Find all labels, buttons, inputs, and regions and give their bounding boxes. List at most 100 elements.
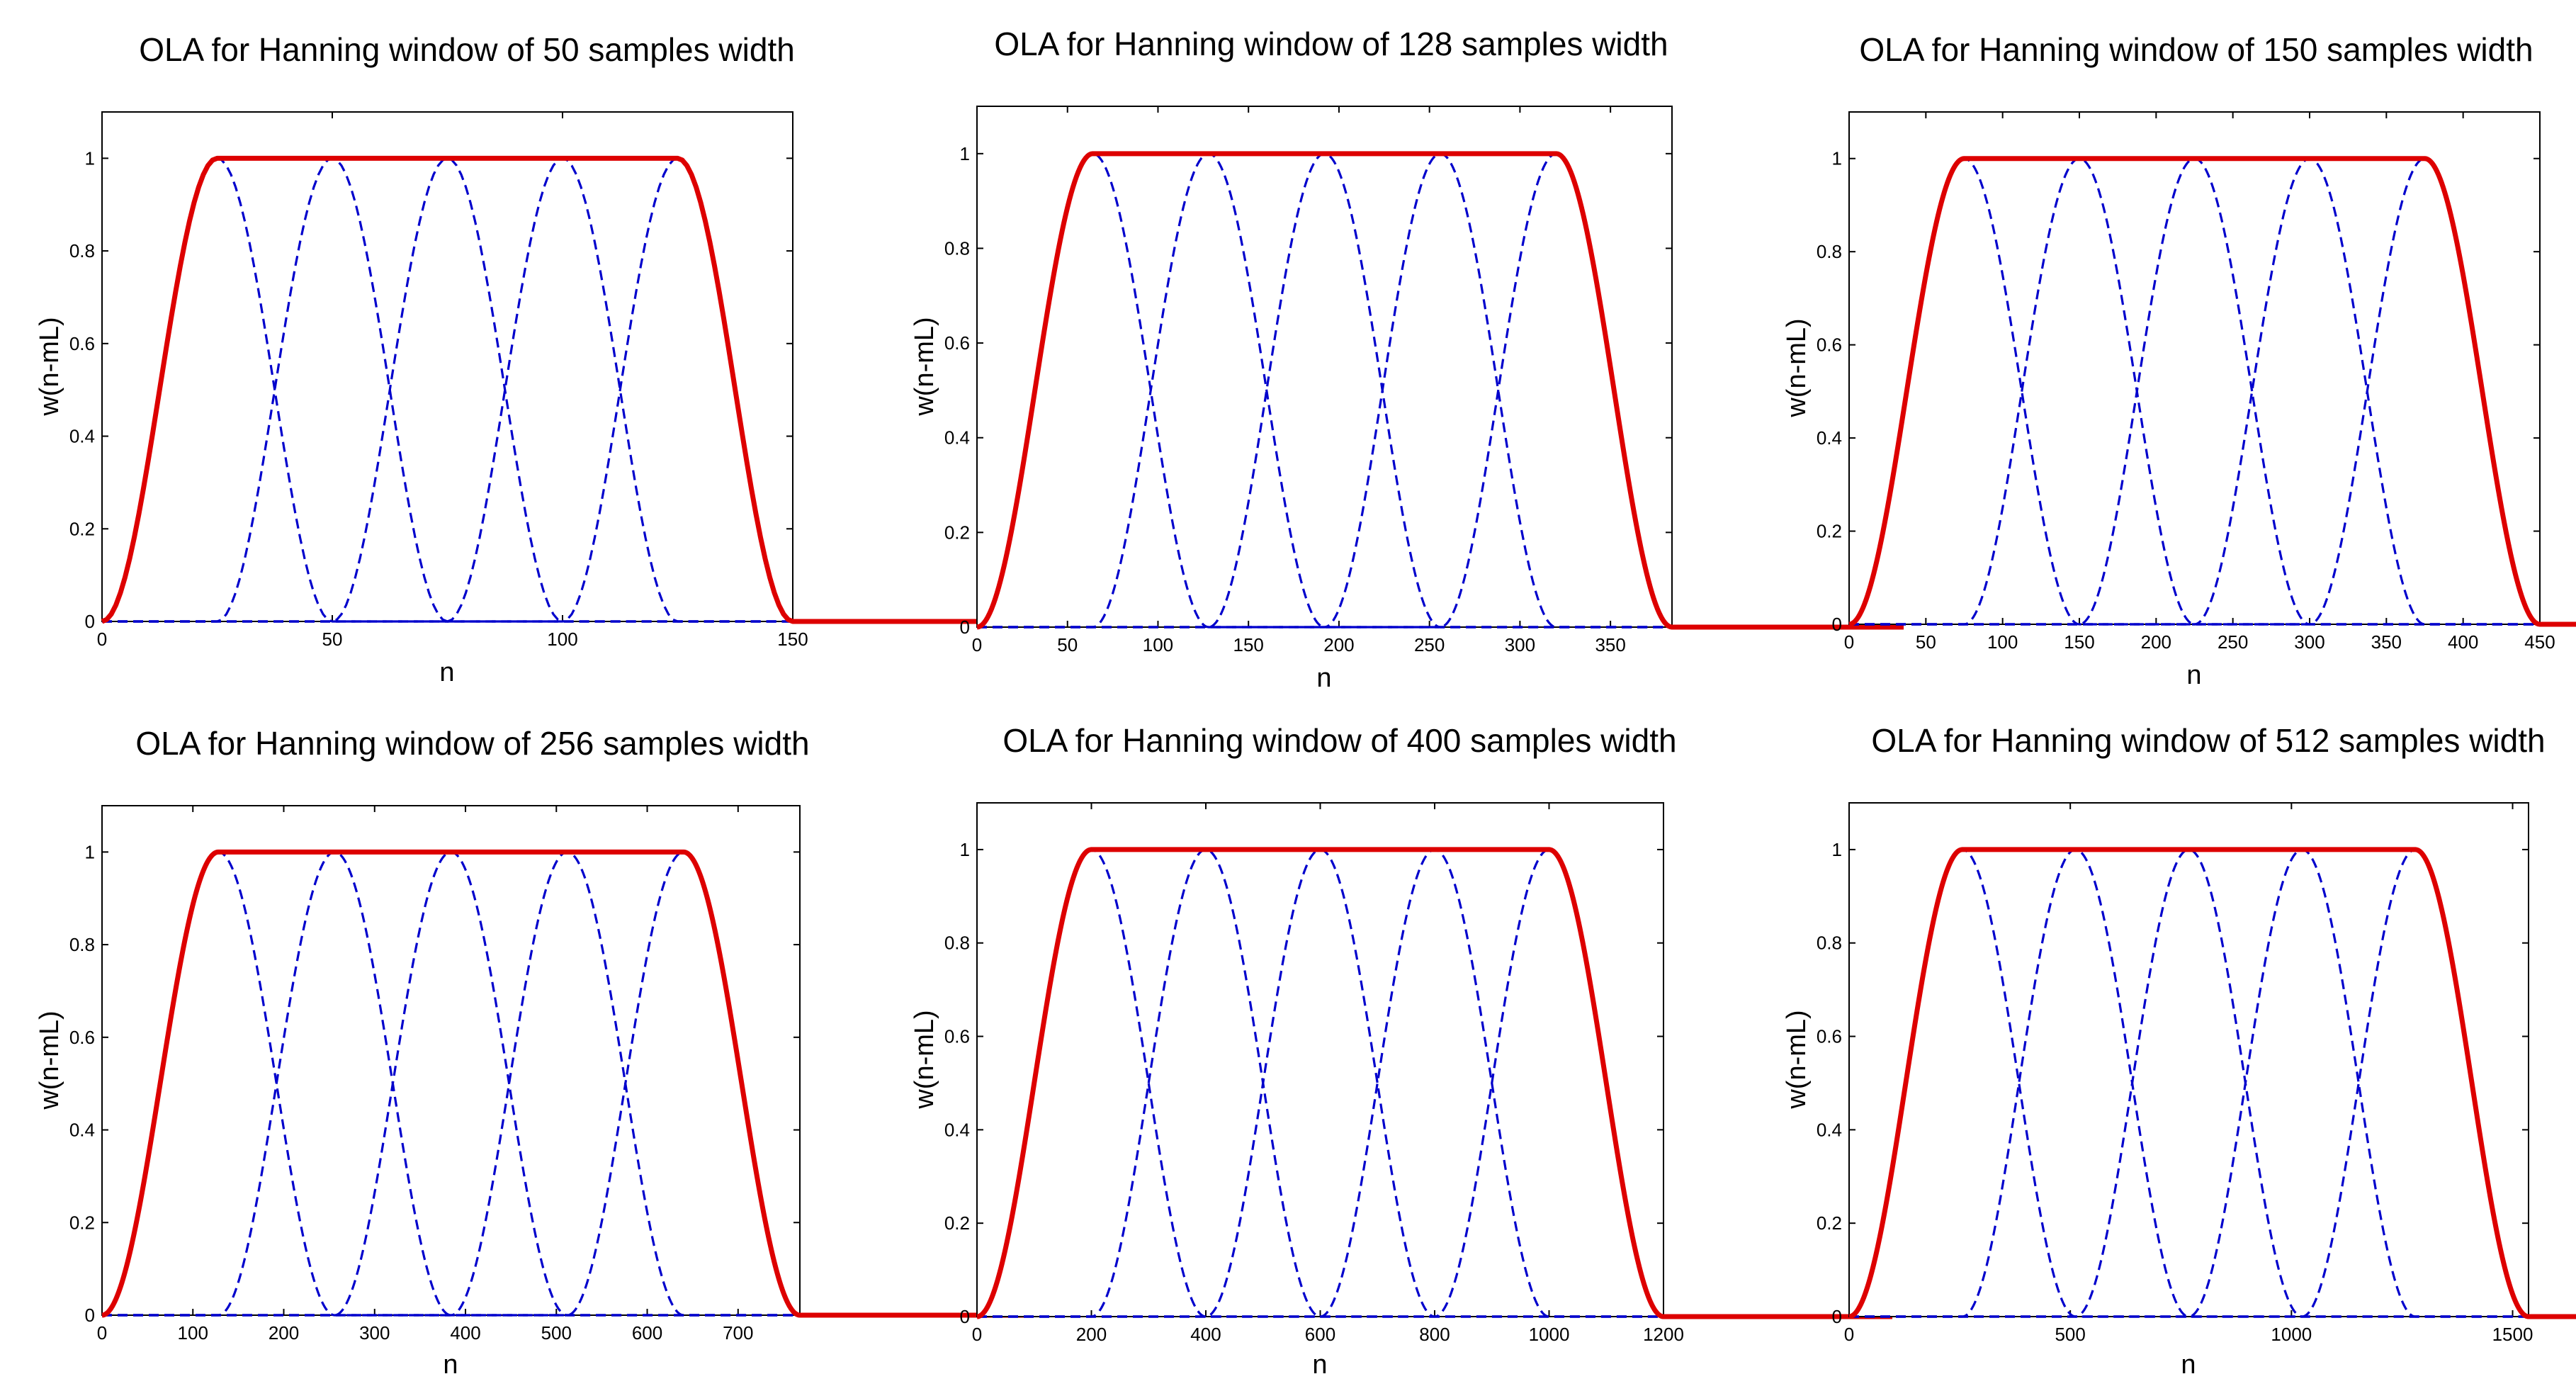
tick-layer: 0 50 100 150 200 250 300 350 0 0.2 0.4 0.6 0.8 1	[944, 106, 1672, 655]
x-axis-label: n	[2186, 660, 2201, 690]
tick-layer: 0 50 100 150 0 0.2 0.4 0.6 0.8 1	[69, 112, 808, 650]
x-tick-label: 0	[97, 1322, 107, 1344]
y-tick-label: 0.8	[1817, 241, 1842, 262]
x-tick-label: 500	[541, 1322, 572, 1344]
x-tick-label: 100	[1143, 634, 1173, 655]
x-axis-label: n	[1316, 663, 1331, 693]
tick-layer: 0 100 200 300 400 500 600 700 0 0.2 0.4 0.6 0.8 1	[69, 806, 800, 1344]
x-tick-label: 150	[777, 629, 808, 650]
curve-layer	[976, 847, 1894, 1319]
x-tick-label: 400	[1190, 1324, 1221, 1345]
curve-layer	[1848, 847, 2576, 1319]
y-tick-label: 0	[85, 1305, 95, 1326]
y-tick-label: 0	[1832, 1306, 1842, 1327]
x-tick-label: 0	[1844, 631, 1854, 653]
x-tick-label: 0	[972, 1324, 982, 1345]
tick-layer: 0 200 400 600 800 1000 1200 0 0.2 0.4 0.6 0.8 1	[944, 803, 1684, 1345]
hanning-window-curve	[977, 848, 1892, 1318]
x-tick-label: 1000	[2271, 1324, 2312, 1345]
plot-frame	[1848, 802, 2529, 1317]
subplot-6: OLA for Hanning window of 512 samples wi…	[1782, 722, 2576, 1380]
y-axis-label: w(n-mL)	[910, 317, 939, 416]
x-tick-label: 0	[97, 629, 107, 650]
x-tick-label: 100	[178, 1322, 208, 1344]
x-tick-label: 200	[1076, 1324, 1107, 1345]
x-tick-label: 200	[2141, 631, 2171, 653]
y-tick-label: 0.2	[1817, 521, 1842, 542]
curve-layer	[1848, 156, 2576, 627]
y-tick-label: 0.8	[944, 237, 970, 259]
x-tick-label: 300	[359, 1322, 390, 1344]
subplot-title: OLA for Hanning window of 50 samples wid…	[139, 31, 795, 68]
y-tick-label: 0.2	[69, 1212, 95, 1233]
subplot-title: OLA for Hanning window of 256 samples wi…	[135, 725, 809, 762]
x-tick-label: 250	[2218, 631, 2248, 653]
y-tick-label: 0.6	[1817, 334, 1842, 356]
subplot-title: OLA for Hanning window of 150 samples wi…	[1859, 31, 2533, 68]
subplot-4: OLA for Hanning window of 256 samples wi…	[35, 725, 1034, 1380]
x-tick-label: 600	[632, 1322, 662, 1344]
x-tick-label: 1000	[1529, 1324, 1570, 1345]
y-tick-label: 0.6	[69, 1027, 95, 1048]
y-tick-label: 0.2	[944, 522, 970, 543]
y-axis-label: w(n-mL)	[910, 1010, 939, 1109]
y-tick-label: 0.8	[69, 240, 95, 261]
x-tick-label: 350	[1595, 634, 1625, 655]
ola-sum-curve	[101, 849, 1034, 1318]
plot-frame	[101, 111, 793, 622]
x-tick-label: 200	[1323, 634, 1354, 655]
tick-layer: 0 50 100 150 200 250 300 350 400 450 0 0.2 0.4 0.6 0.8…	[1817, 112, 2555, 653]
x-tick-label: 350	[2371, 631, 2402, 653]
y-tick-label: 0.4	[944, 1119, 970, 1140]
subplot-title: OLA for Hanning window of 400 samples wi…	[1002, 722, 1676, 759]
subplot-5: OLA for Hanning window of 400 samples wi…	[910, 722, 1894, 1380]
x-tick-label: 300	[2294, 631, 2324, 653]
x-tick-label: 150	[2064, 631, 2094, 653]
y-tick-label: 0.4	[1817, 427, 1842, 449]
ola-sum-curve	[1848, 156, 2576, 627]
x-axis-label: n	[1312, 1350, 1327, 1380]
y-tick-label: 1	[85, 147, 95, 169]
y-axis-label: w(n-mL)	[35, 1010, 64, 1110]
x-tick-label: 50	[322, 629, 343, 650]
x-tick-label: 800	[1419, 1324, 1450, 1345]
ola-sum-curve	[1848, 847, 2576, 1319]
y-tick-label: 0.6	[69, 333, 95, 354]
x-tick-label: 1500	[2492, 1324, 2533, 1345]
x-tick-label: 1200	[1643, 1324, 1684, 1345]
hanning-window-curve	[1849, 848, 2576, 1318]
x-tick-label: 0	[972, 634, 982, 655]
ola-sum-curve	[976, 847, 1894, 1319]
y-tick-label: 0.8	[69, 934, 95, 955]
subplot-2: OLA for Hanning window of 128 samples wi…	[910, 26, 1904, 693]
x-tick-label: 200	[269, 1322, 299, 1344]
x-tick-label: 0	[1844, 1324, 1854, 1345]
x-tick-label: 50	[1057, 634, 1078, 655]
y-tick-label: 0.4	[1817, 1119, 1842, 1140]
plot-frame	[101, 805, 801, 1316]
plot-frame	[976, 802, 1664, 1317]
y-tick-label: 0	[960, 616, 970, 638]
y-tick-label: 1	[1832, 839, 1842, 860]
ola-sum-curve	[976, 151, 1904, 630]
y-tick-label: 0.6	[1817, 1026, 1842, 1047]
y-tick-label: 0.4	[69, 1120, 95, 1141]
plot-frame	[976, 106, 1673, 628]
ola-sum-curve	[101, 155, 1023, 624]
x-tick-label: 400	[2448, 631, 2478, 653]
subplot-3: OLA for Hanning window of 150 samples wi…	[1782, 31, 2576, 690]
hanning-window-curve	[1849, 157, 2576, 626]
y-tick-label: 1	[85, 841, 95, 862]
plot-frame	[1848, 111, 2541, 625]
x-tick-label: 450	[2524, 631, 2555, 653]
x-tick-label: 50	[1916, 631, 1936, 653]
y-tick-label: 0.4	[944, 427, 970, 449]
subplot-title: OLA for Hanning window of 128 samples wi…	[994, 26, 1668, 62]
y-tick-label: 0	[1832, 614, 1842, 635]
x-axis-label: n	[443, 1350, 458, 1380]
y-tick-label: 0.2	[69, 518, 95, 539]
y-tick-label: 0	[960, 1306, 970, 1327]
subplot-1: OLA for Hanning window of 50 samples wid…	[35, 31, 1023, 687]
y-axis-label: w(n-mL)	[35, 317, 64, 416]
x-tick-label: 300	[1505, 634, 1535, 655]
